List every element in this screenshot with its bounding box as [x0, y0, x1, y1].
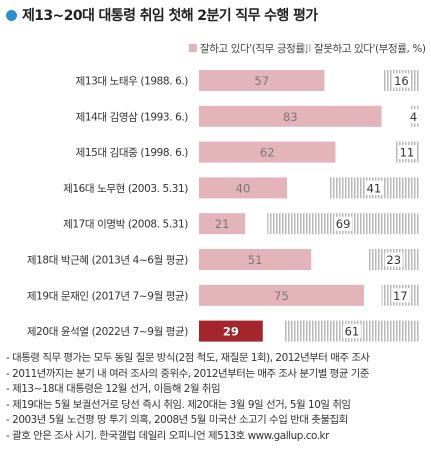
category-label: 제17대 이명박 (2008. 5.31) — [63, 219, 188, 231]
title-bullet-icon — [6, 9, 17, 21]
negative-value-label-bg — [364, 180, 383, 195]
chart-legend: 잘하고 있다'(직무 긍정률) 잘못하고 있다'(부정률, %) — [189, 42, 426, 55]
negative-value-label: 61 — [345, 325, 360, 339]
footnote: - 제19대는 5월 보궐선거로 당선 즉시 취임. 제20대는 3월 9일 선… — [6, 398, 351, 411]
category-label: 제13대 노태우 (1988. 6.) — [76, 76, 189, 88]
category-label: 제16대 노무현 (2003. 5.31) — [63, 183, 188, 195]
positive-value-label: 57 — [254, 74, 269, 88]
positive-bar — [199, 213, 246, 235]
legend-swatch-positive — [189, 44, 197, 52]
positive-value-label: 75 — [274, 289, 289, 303]
positive-bar — [199, 105, 382, 127]
positive-bar — [199, 70, 325, 91]
category-label: 제19대 문재인 (2017년 7~9월 평균) — [27, 290, 188, 302]
negative-value-label-bg — [392, 73, 411, 88]
negative-value-label: 69 — [336, 217, 351, 231]
footnotes: - 대통령 직무 평가는 모두 동일 질문 방식(2점 척도, 재질문 1회),… — [6, 351, 430, 445]
negative-value-label-bg — [384, 252, 403, 267]
footnote: - 2003년 5월 노건평 땅 투기 의혹, 2008년 5월 미국산 소고기… — [6, 414, 348, 427]
positive-value-label: 83 — [283, 110, 298, 124]
negative-value-label: 11 — [400, 146, 415, 160]
negative-value-label-bg — [342, 324, 361, 339]
legend-label-negative: 잘못하고 있다'(부정률, %) — [314, 42, 426, 55]
negative-value-label-bg — [391, 288, 410, 303]
category-label: 제20대 윤석열 (2022년 7~9월 평균) — [27, 326, 188, 338]
negative-value-label-bg — [334, 216, 353, 231]
negative-value-label: 4 — [410, 110, 417, 124]
footnote: - 대통령 직무 평가는 모두 동일 질문 방식(2점 척도, 재질문 1회),… — [6, 352, 370, 364]
positive-bar — [199, 284, 364, 306]
negative-value-label: 41 — [367, 181, 382, 195]
bar-chart: 잘하고 있다'(직무 긍정률) 잘못하고 있다'(부정률, %) 제13대 노태우… — [27, 42, 426, 342]
legend-label-positive: 잘하고 있다'(직무 긍정률) — [200, 42, 309, 55]
footnote: - 제13~18대 대통령은 12월 선거, 이듬해 2월 취임 — [6, 383, 221, 396]
positive-value-label: 62 — [260, 146, 275, 160]
positive-bar — [199, 320, 263, 342]
positive-bar — [199, 177, 287, 199]
positive-value-label: 40 — [236, 181, 251, 195]
negative-value-label-bg — [408, 109, 419, 124]
chart-title-text: 제13~20대 대통령 취임 첫해 2분기 직무 수행 평가 — [22, 8, 318, 24]
category-label: 제18대 박근혜 (2013년 4~6월 평균) — [27, 255, 188, 267]
positive-value-label: 51 — [248, 253, 263, 267]
footnote: - 2011년까지는 분기 내 여러 조사의 중위수, 2012년부터는 매주 … — [6, 367, 369, 380]
chart-title: 제13~20대 대통령 취임 첫해 2분기 직무 수행 평가 — [6, 4, 431, 26]
bars-group: 제13대 노태우 (1988. 6.) 57 16 제14대 김영삼 (1993. 6… — [27, 70, 419, 342]
footnote: - 괄호 안은 조사 시기. 한국갤럽 데일리 오피니언 제513호 www.g… — [6, 429, 329, 442]
positive-bar — [199, 141, 336, 163]
positive-value-label: 21 — [215, 217, 230, 231]
category-label: 제14대 김영삼 (1993. 6.) — [76, 111, 189, 123]
negative-value-label: 23 — [386, 253, 401, 267]
negative-value-label-bg — [397, 145, 416, 160]
negative-value-label: 16 — [394, 74, 409, 88]
positive-bar — [199, 249, 312, 270]
negative-value-label: 17 — [393, 289, 408, 303]
legend-swatch-negative — [303, 44, 311, 52]
category-label: 제15대 김대중 (1998. 6.) — [76, 147, 189, 159]
positive-value-label: 29 — [223, 325, 239, 339]
